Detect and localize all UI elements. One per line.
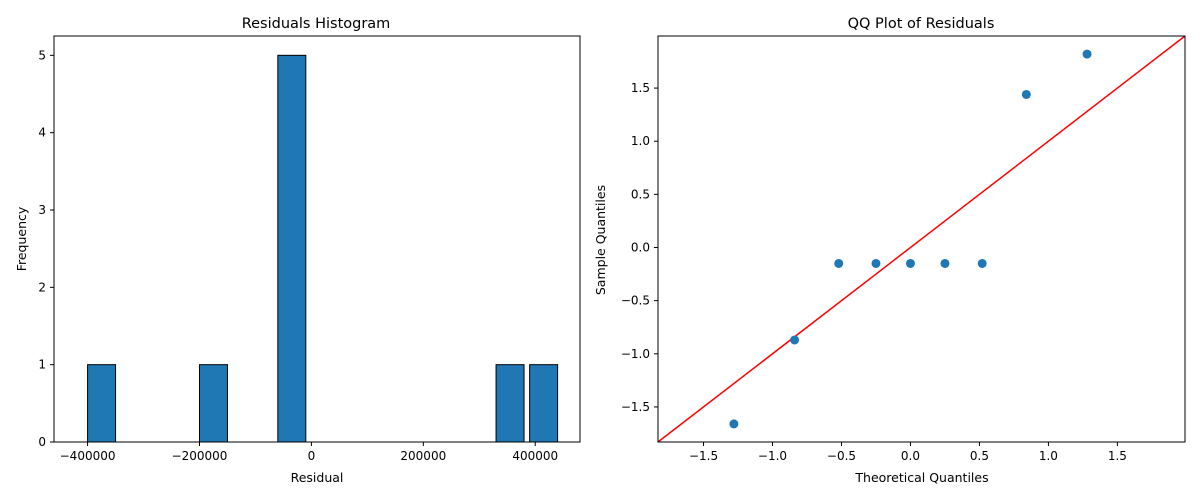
histogram-title: Residuals Histogram <box>242 16 391 32</box>
histogram-x-ticks: −400000 −200000 0 200000 400000 <box>60 442 558 463</box>
qq-plot-y-label: Sample Quantiles <box>593 185 608 295</box>
qq-point-1 <box>790 335 800 345</box>
qq-point-5 <box>940 258 950 268</box>
qq-point-8 <box>1082 49 1092 59</box>
qq-point-3 <box>871 258 881 268</box>
histogram-x-tick-label: 400000 <box>512 449 558 463</box>
histogram-x-tick-label: −400000 <box>60 449 116 463</box>
qq-reference-line <box>658 36 1185 442</box>
qq-x-tick-label: −0.5 <box>827 449 856 463</box>
histogram-axes-frame <box>53 35 581 443</box>
qq-x-tick-label: −1.5 <box>689 449 718 463</box>
qq-y-tick-label: 0.5 <box>631 187 650 201</box>
histogram-y-label: Frequency <box>14 206 29 271</box>
qq-x-tick-label: 1.0 <box>1039 449 1058 463</box>
histogram-y-tick-label: 0 <box>38 435 46 449</box>
qq-point-0 <box>729 419 739 429</box>
qq-x-tick-label: 1.5 <box>1108 449 1127 463</box>
qq-point-7 <box>1021 89 1031 99</box>
qq-point-6 <box>977 258 987 268</box>
qq-plot-axes-frame <box>657 35 1186 443</box>
qq-y-tick-label: 0.0 <box>631 241 650 255</box>
histogram-bar-0 <box>87 364 117 443</box>
histogram-bar-1 <box>198 364 228 443</box>
qq-x-tick-label: 0.5 <box>970 449 989 463</box>
qq-plot-x-label: Theoretical Quantiles <box>854 470 988 485</box>
qq-point-4 <box>905 258 915 268</box>
qq-point-2 <box>834 258 844 268</box>
histogram-y-tick-label: 5 <box>38 48 46 62</box>
histogram-y-ticks: 0 1 2 3 4 5 <box>38 48 54 449</box>
histogram-y-tick-label: 1 <box>38 358 46 372</box>
qq-reference-line-group <box>658 36 1185 442</box>
histogram-bar-4 <box>529 364 559 443</box>
qq-plot-x-ticks: −1.5 −1.0 −0.5 0.0 0.5 1.0 1.5 <box>689 442 1127 463</box>
histogram-x-tick-label: −200000 <box>172 449 228 463</box>
histogram-y-tick-label: 4 <box>38 126 46 140</box>
qq-y-tick-label: −1.0 <box>621 347 650 361</box>
qq-plot-y-ticks: −1.5 −1.0 −0.5 0.0 0.5 1.0 1.5 <box>621 81 658 414</box>
histogram-bar-2 <box>277 54 307 443</box>
histogram-bars <box>87 54 559 443</box>
histogram-x-tick-label: 0 <box>308 449 316 463</box>
qq-y-tick-label: −1.5 <box>621 400 650 414</box>
histogram-bar-3 <box>495 364 525 443</box>
histogram-y-tick-label: 2 <box>38 280 46 294</box>
qq-x-tick-label: 0.0 <box>901 449 920 463</box>
qq-plot-title: QQ Plot of Residuals <box>848 16 995 32</box>
qq-points <box>729 49 1092 429</box>
qq-y-tick-label: −0.5 <box>621 294 650 308</box>
qq-y-tick-label: 1.0 <box>631 134 650 148</box>
histogram-x-tick-label: 200000 <box>400 449 446 463</box>
histogram-x-label: Residual <box>291 470 344 485</box>
histogram-panel: Residuals Histogram −400000 −200000 0 20000… <box>14 16 581 485</box>
histogram-y-tick-label: 3 <box>38 203 46 217</box>
qq-y-tick-label: 1.5 <box>631 81 650 95</box>
qq-plot-panel: QQ Plot of Residuals −1.5 −1.0 −0.5 0.0 0.5 1… <box>593 16 1186 485</box>
qq-x-tick-label: −1.0 <box>758 449 787 463</box>
